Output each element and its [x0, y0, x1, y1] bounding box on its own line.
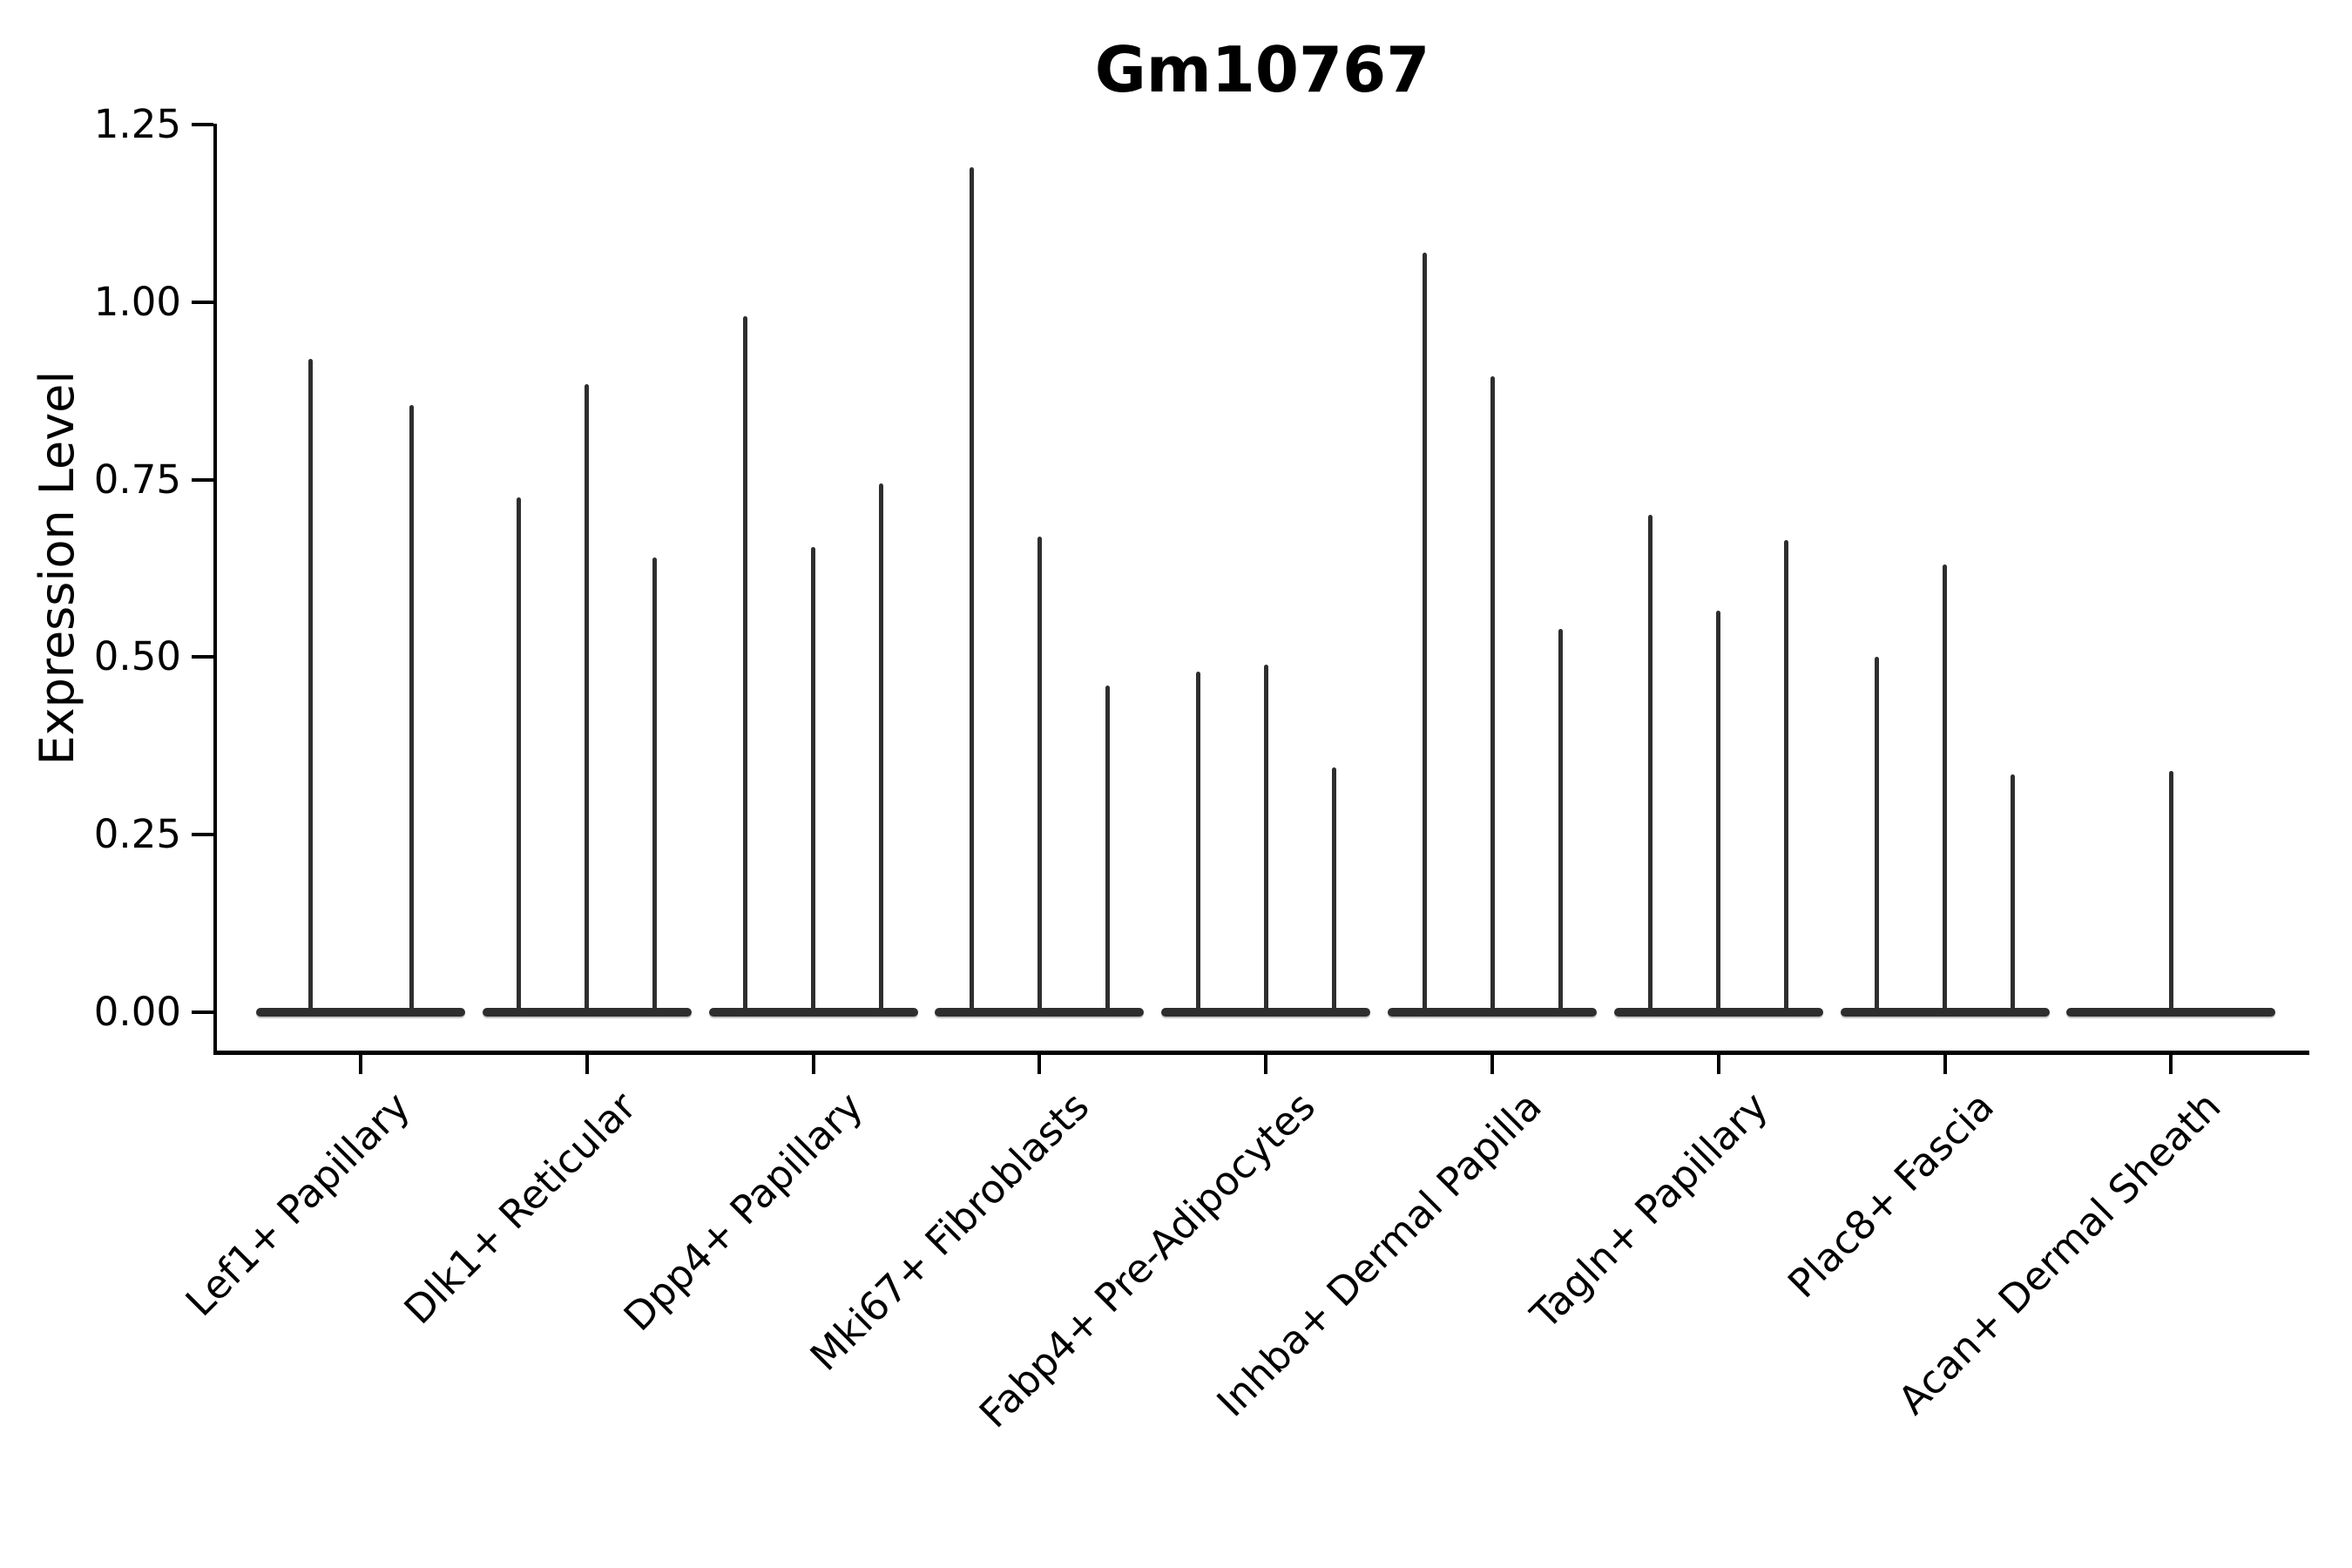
y-tick-mark — [192, 1010, 213, 1014]
x-tick-mark — [1943, 1055, 1947, 1074]
violin-tail-spike — [1331, 767, 1336, 1016]
x-tick-mark — [2169, 1055, 2173, 1074]
violin-tail-spike — [1263, 664, 1268, 1016]
x-tick-mark — [1264, 1055, 1268, 1074]
x-tick-mark — [585, 1055, 589, 1074]
x-tick-label: Dlk1+ Reticular — [395, 1083, 645, 1334]
x-tick-mark — [359, 1055, 362, 1074]
y-tick-label: 0.00 — [93, 989, 181, 1035]
violin-tail-spike — [517, 497, 522, 1016]
violin-tail-spike — [2011, 774, 2016, 1016]
violin-tail-spike — [1943, 564, 1948, 1016]
violin-tail-spike — [1558, 628, 1563, 1016]
y-tick-label: 0.25 — [93, 811, 181, 858]
violin-tail-spike — [2168, 770, 2173, 1016]
violin-tail-spike — [1490, 376, 1495, 1016]
violin-tail-spike — [585, 383, 590, 1016]
y-tick-mark — [192, 123, 213, 126]
x-tick-mark — [1037, 1055, 1042, 1074]
violin-tail-spike — [308, 359, 313, 1016]
violin-tail-spike — [1875, 657, 1880, 1016]
x-tick-label: Plac8+ Fascia — [1779, 1083, 2004, 1308]
violin-tail-spike — [1105, 686, 1110, 1016]
y-axis-label: Expression Level — [30, 370, 84, 766]
x-tick-label: Lef1+ Papillary — [176, 1083, 419, 1326]
violin-tail-spike — [1195, 671, 1200, 1016]
y-tick-label: 0.75 — [93, 456, 181, 503]
x-tick-mark — [1490, 1055, 1494, 1074]
y-tick-label: 0.50 — [93, 633, 181, 680]
violin-tail-spike — [1422, 252, 1427, 1016]
y-tick-label: 1.25 — [93, 101, 181, 147]
violin-tail-spike — [1784, 539, 1789, 1016]
x-axis-spine — [213, 1051, 2309, 1055]
violin-tail-spike — [811, 547, 816, 1016]
violin-tail-spike — [743, 316, 748, 1016]
violin-tail-spike — [1037, 536, 1042, 1016]
violin-tail-spike — [1648, 515, 1653, 1016]
x-tick-mark — [811, 1055, 815, 1074]
violin-base — [256, 1008, 465, 1017]
x-tick-label: Tagln+ Papillary — [1522, 1083, 1777, 1338]
y-tick-mark — [192, 477, 213, 482]
y-tick-mark — [192, 300, 213, 304]
violin-tail-spike — [652, 558, 658, 1016]
y-tick-mark — [192, 833, 213, 837]
violin-tail-spike — [1716, 611, 1721, 1016]
y-tick-mark — [192, 655, 213, 659]
x-tick-label: Dpp4+ Papillary — [614, 1083, 872, 1341]
plot-title: Gm10767 — [1094, 33, 1430, 106]
violin-tail-spike — [969, 166, 974, 1016]
y-axis-spine — [213, 124, 217, 1055]
violin-tail-spike — [409, 405, 414, 1016]
violin-tail-spike — [879, 483, 884, 1016]
x-tick-mark — [1716, 1055, 1720, 1074]
y-tick-label: 1.00 — [93, 278, 181, 325]
